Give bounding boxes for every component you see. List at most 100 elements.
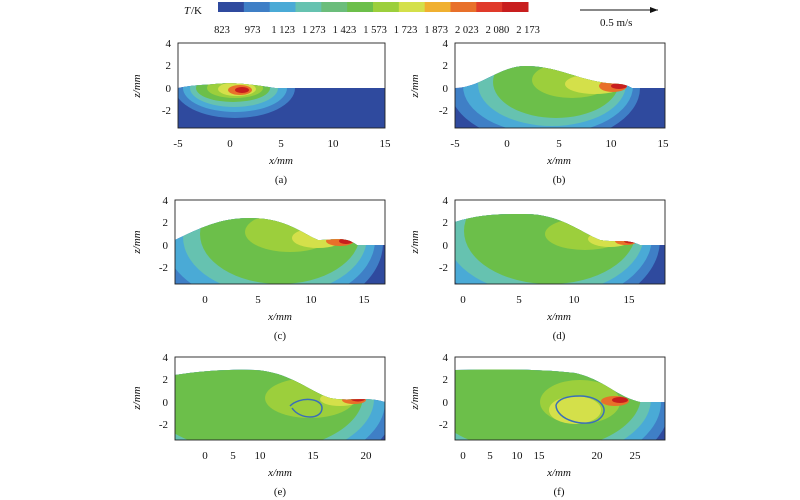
colorbar-swatch [218,2,245,12]
colorbar-tick-label: 973 [245,25,261,36]
panel-f-x-tick: 20 [592,450,604,462]
colorbar-swatch [347,2,374,12]
panel-c-x-tick: 10 [306,294,318,306]
panel-e-z-tick: -2 [159,419,168,431]
colorbar-swatch [321,2,348,12]
panel-f-z-tick: 4 [443,352,449,364]
panel-f-x-tick: 5 [487,450,493,462]
panel-e-z-tick: 4 [163,352,169,364]
panel-a-field [178,83,385,128]
panel-c-z-tick: 0 [163,240,169,252]
colorbar-tick-label: 823 [214,25,230,36]
panel-d-x-tick: 0 [460,294,466,306]
colorbar: T /K 823 973 1 123 1 273 1 423 1 573 1 723 1 87… [184,2,540,36]
panel-f-caption: (f) [554,486,565,498]
colorbar-swatch [373,2,400,12]
panel-e-flow-vortex [289,398,323,418]
panel-d-z-tick: -2 [439,262,448,274]
colorbar-swatch [450,2,477,12]
panel-b-z-tick: 2 [443,60,449,72]
panel-e-x-tick: 5 [230,450,236,462]
panel-b-x-tick: -5 [450,138,460,150]
panel-d-x-tick: 10 [569,294,581,306]
colorbar-tick-label: 2 080 [486,25,510,36]
panel-d-z-tick: 0 [443,240,449,252]
panel-a-caption: (a) [275,174,288,186]
velocity-reference-label: 0.5 m/s [600,17,632,29]
panel-b-frame [454,42,666,129]
panel-a: 4 2 0 -2 z/mm -5 0 5 10 15 x/mm (a) [131,38,391,186]
panel-c-z-tick: 4 [163,195,169,207]
colorbar-unit: /K [191,5,202,17]
colorbar-swatch [476,2,503,12]
panel-c-x-label: x/mm [267,311,292,323]
panel-d: 4 2 0 -2 z/mm 0 5 10 15 x/mm (d) [409,195,666,342]
panel-c: 4 2 0 -2 z/mm 0 5 10 15 x/mm (c) [131,195,386,342]
panel-d-z-tick: 4 [443,195,449,207]
colorbar-tick-label: 1 123 [271,25,295,36]
panel-c-z-tick: -2 [159,262,168,274]
panel-c-x-tick: 0 [202,294,208,306]
colorbar-swatch [502,2,529,12]
colorbar-tick-labels: 823 973 1 123 1 273 1 423 1 573 1 723 1 873 2 02… [214,25,540,36]
panel-d-field [455,214,665,284]
colorbar-swatch [398,2,426,12]
panel-d-frame [454,199,666,285]
panel-d-x-tick: 5 [516,294,522,306]
colorbar-swatch [295,2,322,12]
panel-a-x-tick: 10 [328,138,340,150]
panel-e-x-tick: 20 [361,450,373,462]
panel-b-z-tick: -2 [439,105,448,117]
colorbar-swatch [269,2,296,12]
panel-e: 4 2 0 -2 z/mm 0 5 10 15 20 x/mm (e) [131,352,386,498]
panel-e-z-tick: 0 [163,397,169,409]
panel-d-z-tick: 2 [443,217,449,229]
panel-d-z-label: z/mm [409,230,421,254]
panel-c-x-tick: 15 [359,294,371,306]
panel-f-x-tick: 10 [512,450,524,462]
panel-f-frame [454,356,666,441]
panel-b: 4 2 0 -2 z/mm -5 0 5 10 15 x/mm (b) [409,38,670,186]
panel-c-frame [174,199,386,285]
panel-c-caption: (c) [274,330,287,342]
panel-e-caption: (e) [274,486,287,498]
panel-f-x-tick: 0 [460,450,466,462]
panel-b-x-tick: 15 [658,138,670,150]
panel-a-z-tick: 0 [166,83,172,95]
panel-e-z-tick: 2 [163,374,169,386]
panel-f-z-label: z/mm [409,386,421,410]
velocity-reference-arrow: 0.5 m/s [580,7,658,29]
colorbar-tick-label: 2 173 [516,25,540,36]
panel-a-x-tick: 5 [278,138,284,150]
panel-e-frame [174,356,386,441]
panel-e-x-tick: 0 [202,450,208,462]
panel-d-x-label: x/mm [546,311,571,323]
colorbar-tick-label: 2 023 [455,25,479,36]
colorbar-title: T [184,5,191,17]
panel-b-z-label: z/mm [409,74,421,98]
panel-d-caption: (d) [553,330,566,342]
panel-a-frame [177,42,386,129]
panel-c-z-label: z/mm [131,230,143,254]
panel-c-x-tick: 5 [255,294,261,306]
panel-b-x-tick: 5 [556,138,562,150]
panel-a-x-tick: 15 [380,138,392,150]
panel-f-x-tick: 25 [630,450,642,462]
panel-f-z-tick: 0 [443,397,449,409]
panel-d-x-tick: 15 [624,294,636,306]
colorbar-tick-label: 1 273 [302,25,326,36]
panel-f: 4 2 0 -2 z/mm 0 5 10 15 20 25 x/mm (f) [409,352,666,498]
colorbar-swatches [218,2,529,12]
colorbar-tick-label: 1 573 [363,25,387,36]
panel-b-x-tick: 0 [504,138,510,150]
colorbar-swatch [243,2,271,12]
panel-f-z-tick: -2 [439,419,448,431]
panel-a-z-tick: 4 [166,38,172,50]
panel-b-x-tick: 10 [606,138,618,150]
panel-f-x-label: x/mm [546,467,571,479]
panel-f-z-tick: 2 [443,374,449,386]
panel-a-x-label: x/mm [268,155,293,167]
panel-a-z-tick: -2 [162,105,171,117]
